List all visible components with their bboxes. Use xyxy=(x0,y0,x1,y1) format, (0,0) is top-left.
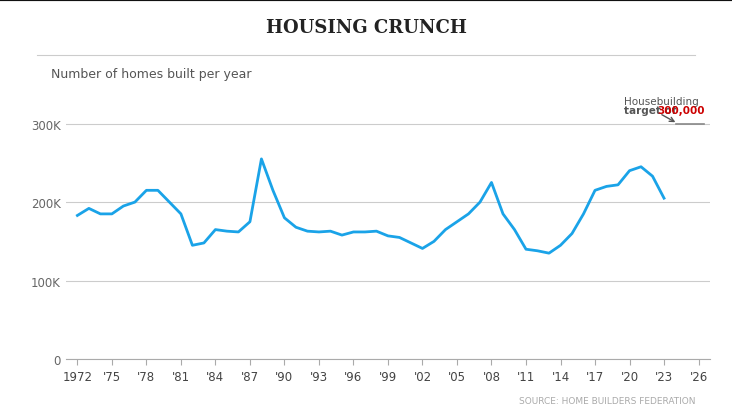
Text: 300,000: 300,000 xyxy=(657,106,705,116)
Text: HOUSING CRUNCH: HOUSING CRUNCH xyxy=(266,19,466,36)
Text: Number of homes built per year: Number of homes built per year xyxy=(51,68,252,81)
Text: Housebuilding: Housebuilding xyxy=(624,97,698,107)
Text: target of: target of xyxy=(624,106,680,116)
Text: SOURCE: HOME BUILDERS FEDERATION: SOURCE: HOME BUILDERS FEDERATION xyxy=(519,396,695,405)
